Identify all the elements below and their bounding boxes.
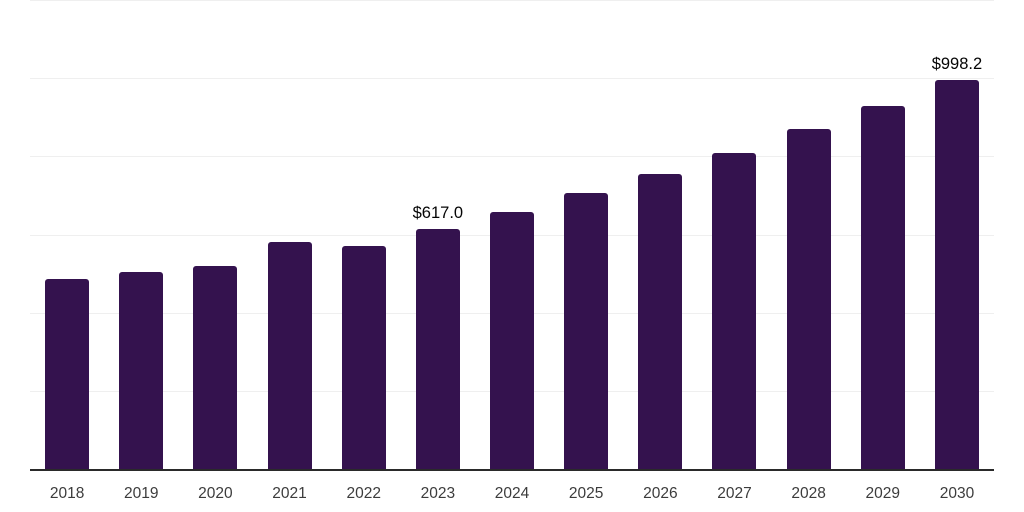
bar-2020	[193, 266, 238, 470]
gridline-1200	[30, 0, 994, 1]
bar-2027	[712, 153, 757, 470]
bar-2025	[564, 192, 609, 470]
x-tick-label-2030: 2030	[939, 485, 975, 502]
x-tick-label-2019: 2019	[123, 485, 159, 502]
bar-2028	[786, 129, 831, 470]
x-tick-label-2020: 2020	[198, 485, 233, 502]
x-tick-label-2023: 2023	[420, 485, 456, 502]
bar-2024	[490, 211, 534, 470]
gridline-800	[30, 156, 994, 158]
bar-2029	[860, 106, 905, 470]
value-label-2030: $998.2	[931, 55, 983, 74]
x-tick-label-2029: 2029	[865, 485, 901, 502]
x-tick-label-2025: 2025	[568, 485, 604, 502]
bar-2018	[45, 278, 90, 470]
x-tick-label-2022: 2022	[346, 485, 381, 502]
bar-2022	[341, 246, 386, 470]
plot-area: $617.0 $998.2	[30, 0, 994, 470]
x-tick-label-2024: 2024	[494, 485, 530, 502]
x-tick-label-2028: 2028	[791, 485, 826, 502]
x-axis-line	[30, 469, 994, 471]
bar-2019	[119, 271, 164, 470]
x-axis-tick-labels: 2018 2019 2020 2021 2022 2023 2024 2025 2026 2027…	[30, 485, 994, 505]
value-label-2023: $617.0	[412, 204, 464, 223]
x-tick-label-2018: 2018	[49, 485, 85, 502]
x-tick-label-2027: 2027	[717, 485, 752, 502]
bar-2030	[934, 79, 979, 470]
bar-2026	[638, 173, 683, 470]
bar-2021	[267, 241, 312, 470]
x-tick-label-2021: 2021	[272, 485, 307, 502]
x-tick-label-2026: 2026	[643, 485, 678, 502]
gridline-1000	[30, 78, 994, 80]
bar-2023	[415, 228, 460, 470]
